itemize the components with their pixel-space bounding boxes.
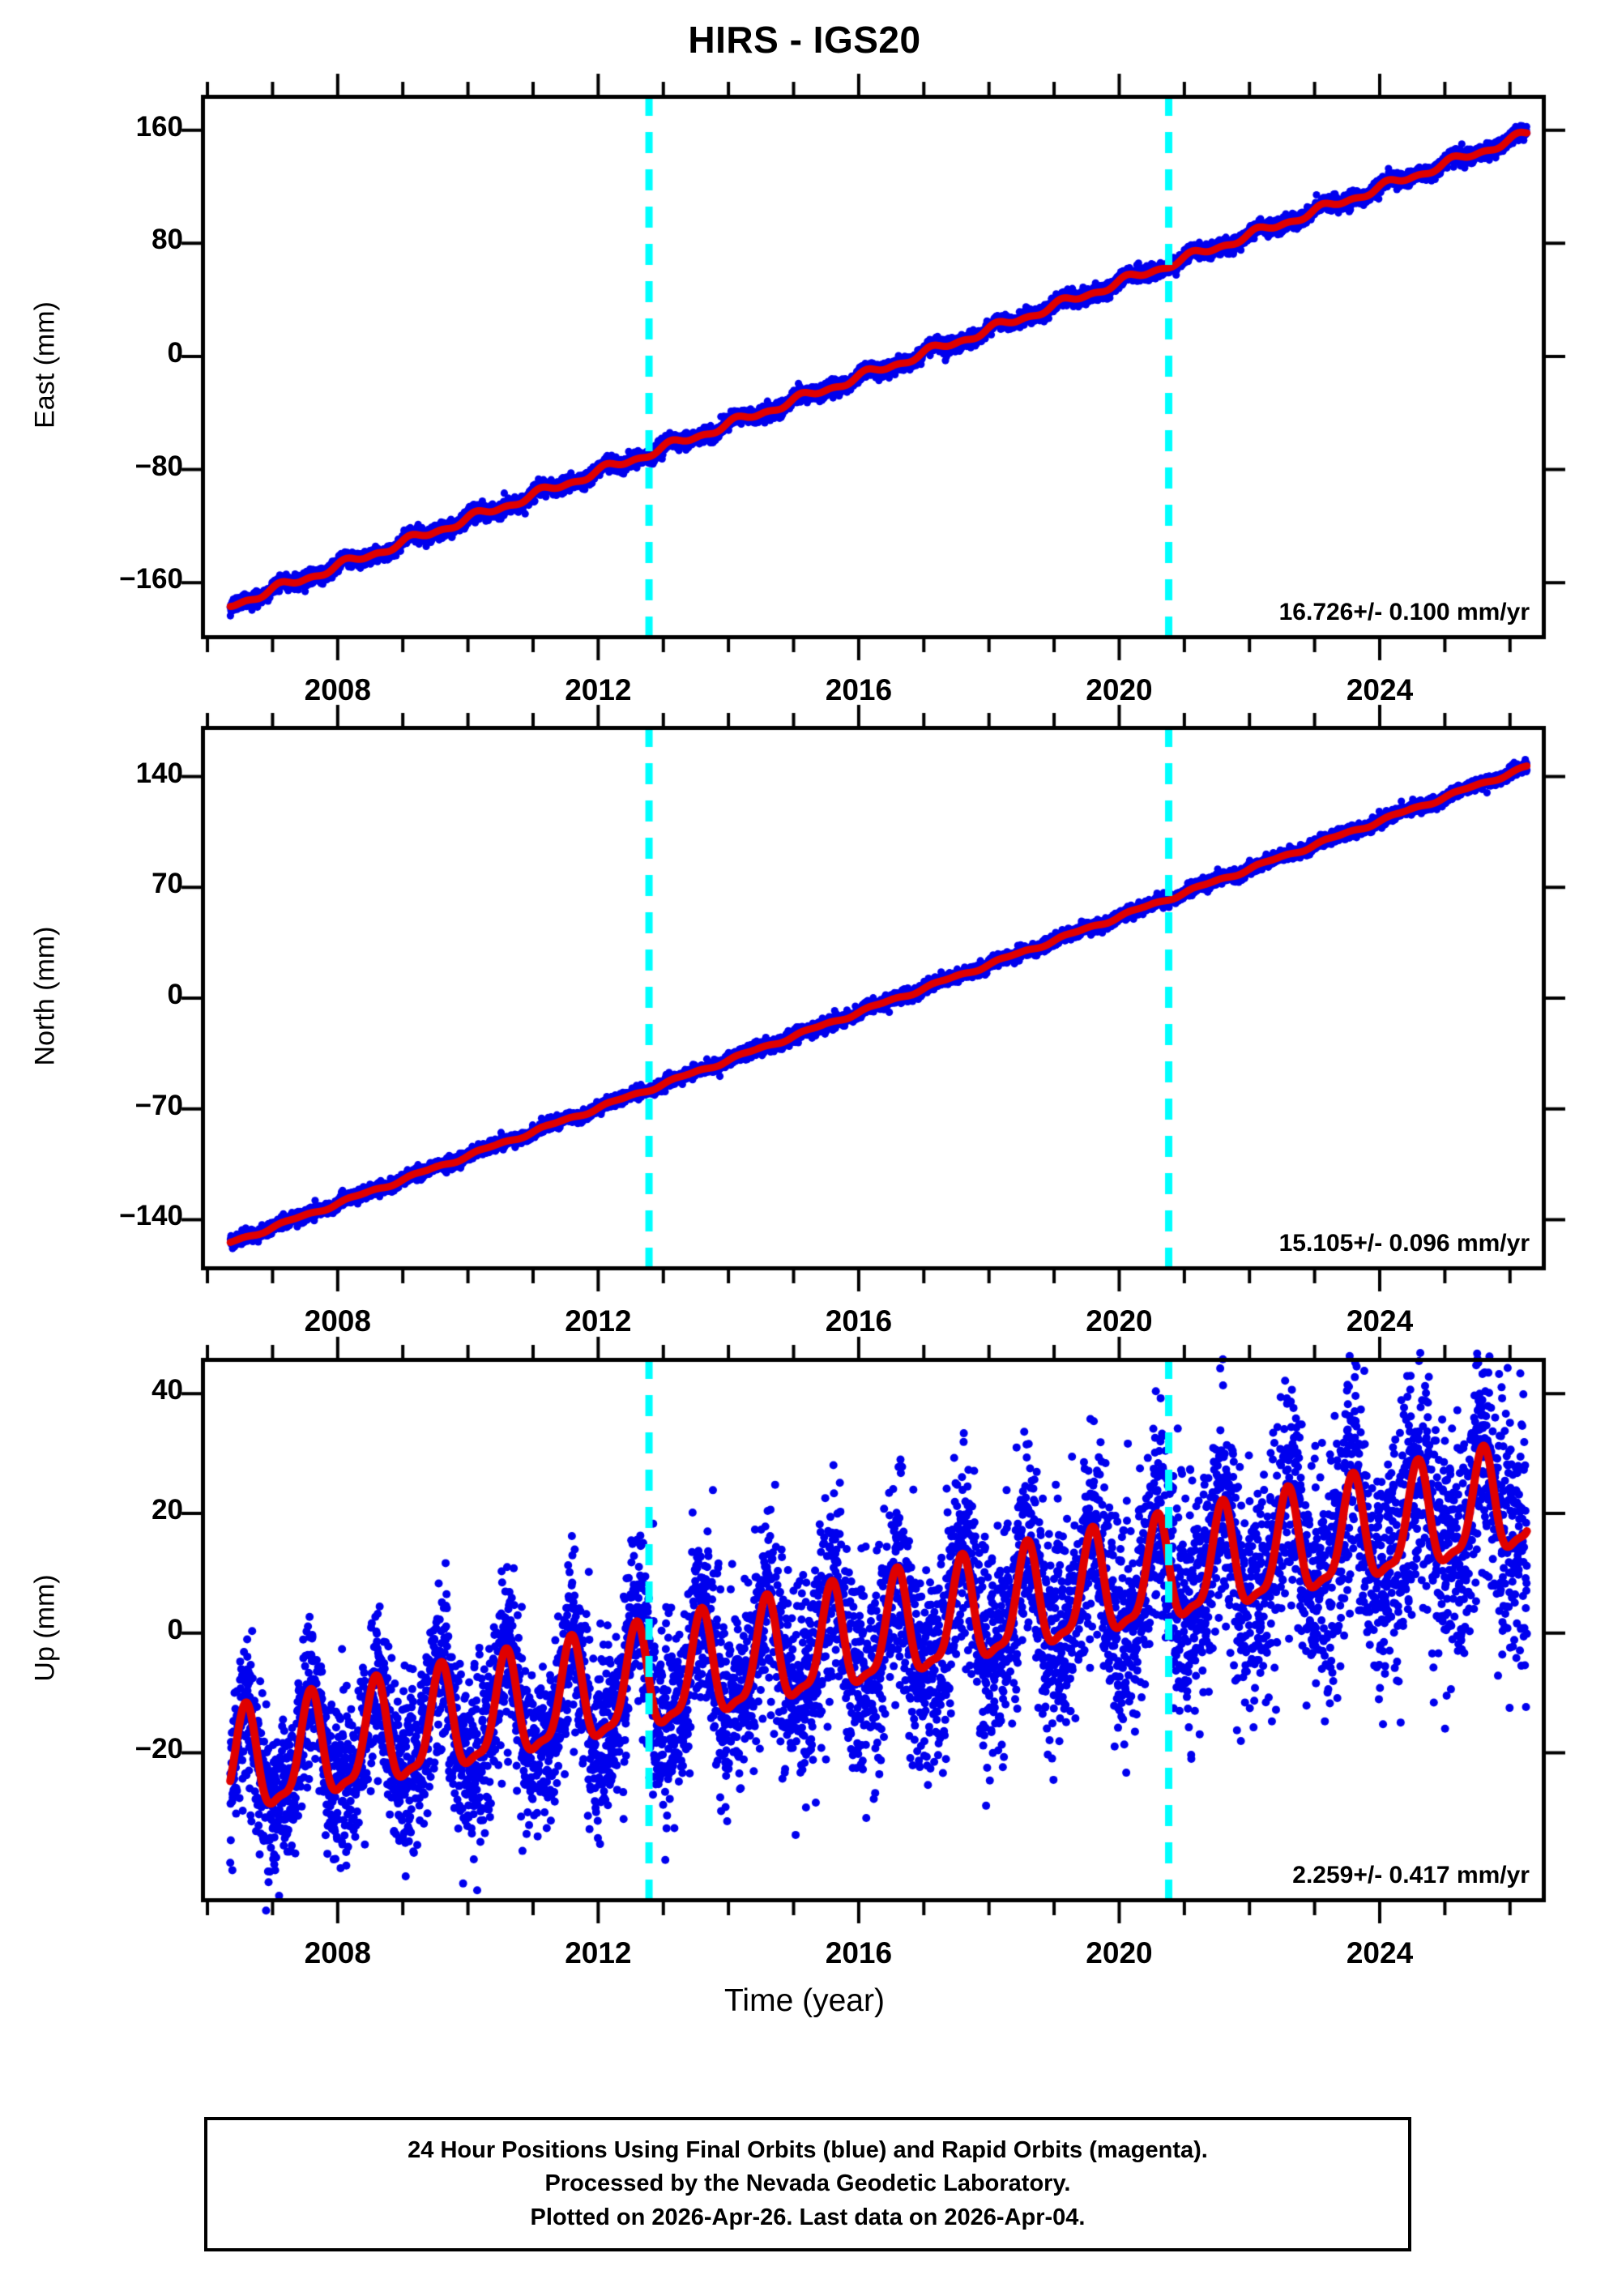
x-tick-label: 2008	[304, 1936, 371, 1970]
footer-line: Plotted on 2026-Apr-26. Last data on 202…	[530, 2204, 1086, 2230]
x-tick-label: 2024	[1346, 1936, 1414, 1970]
y-tick-label-north: 140	[135, 757, 183, 789]
y-tick-label-north: −140	[119, 1200, 183, 1232]
x-tick-label: 2016	[825, 1304, 893, 1338]
y-tick-label-east: 0	[167, 336, 183, 369]
x-tick-label: 2016	[825, 673, 893, 706]
y-tick-label-up: −20	[134, 1733, 183, 1765]
x-tick-label: 2024	[1346, 1304, 1414, 1338]
figure-title: HIRS - IGS20	[688, 19, 921, 61]
y-tick-label-east: −80	[134, 450, 183, 482]
x-tick-label: 2012	[565, 673, 632, 706]
footer-caption-box: 24 Hour Positions Using Final Orbits (bl…	[204, 2117, 1411, 2251]
y-tick-label-north: 0	[167, 979, 183, 1010]
y-tick-label-up: 40	[152, 1374, 183, 1406]
y-tick-label-north: 70	[152, 868, 183, 900]
x-tick-label: 2012	[565, 1936, 632, 1970]
x-tick-label: 2020	[1086, 673, 1153, 706]
x-tick-label: 2008	[304, 1304, 371, 1338]
plot-canvas-north	[177, 702, 1570, 1295]
rate-annotation-east: 16.726+/- 0.100 mm/yr	[1278, 599, 1530, 625]
rate-annotation-north: 15.105+/- 0.096 mm/yr	[1278, 1230, 1530, 1257]
plot-canvas-east	[177, 70, 1570, 664]
y-tick-label-up: 0	[167, 1613, 183, 1645]
x-tick-label: 2024	[1346, 673, 1414, 706]
x-tick-label: 2008	[304, 673, 371, 706]
y-tick-label-north: −70	[134, 1089, 183, 1121]
y-axis-label-east: East (mm)	[29, 301, 61, 429]
x-axis-label: Time (year)	[724, 1983, 885, 2018]
panel-east	[177, 70, 1570, 664]
x-tick-label: 2020	[1086, 1304, 1153, 1338]
y-axis-label-north: North (mm)	[29, 926, 61, 1066]
plot-canvas-up	[177, 1334, 1570, 1927]
y-tick-label-east: 80	[152, 224, 183, 256]
panel-up	[177, 1334, 1570, 1927]
y-tick-label-east: −160	[119, 563, 183, 595]
footer-line: 24 Hour Positions Using Final Orbits (bl…	[408, 2137, 1208, 2164]
y-tick-label-up: 20	[152, 1494, 183, 1526]
x-tick-label: 2016	[825, 1936, 893, 1970]
x-tick-label: 2020	[1086, 1936, 1153, 1970]
footer-line: Processed by the Nevada Geodetic Laborat…	[544, 2170, 1071, 2197]
x-tick-label: 2012	[565, 1304, 632, 1338]
panel-north	[177, 702, 1570, 1295]
y-axis-label-up: Up (mm)	[29, 1574, 61, 1682]
rate-annotation-up: 2.259+/- 0.417 mm/yr	[1292, 1862, 1530, 1888]
y-tick-label-east: 160	[135, 110, 183, 143]
